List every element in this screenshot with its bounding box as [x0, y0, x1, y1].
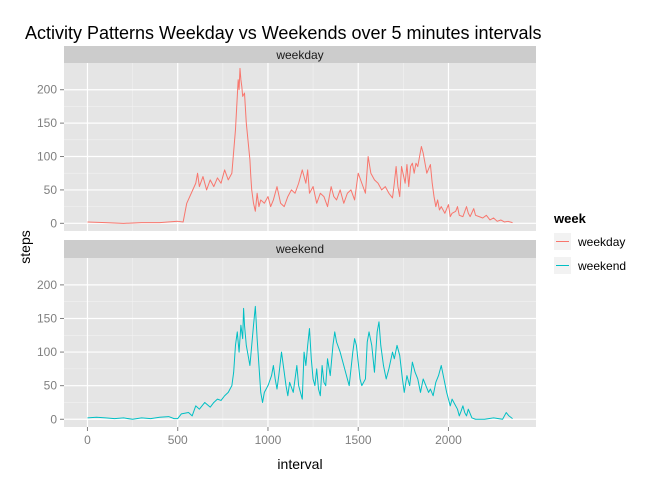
y-axis-title: steps: [17, 230, 33, 263]
grid-lines: [64, 258, 536, 427]
y-tick-label: 0: [50, 412, 57, 426]
legend-item-weekday: weekday: [554, 233, 625, 250]
y-axis-ticks: 0 50 100 150 200: [37, 278, 64, 426]
x-tick-label: 1000: [255, 433, 282, 447]
x-tick-label: 2000: [435, 433, 462, 447]
legend-label-weekday: weekday: [577, 235, 625, 249]
y-tick-label: 150: [37, 311, 57, 325]
y-tick-label: 100: [37, 150, 57, 164]
series-line-weekday: [87, 67, 513, 224]
y-tick-label: 50: [44, 379, 58, 393]
y-tick-label: 50: [44, 183, 58, 197]
x-tick-label: 500: [168, 433, 188, 447]
strip-background: [64, 46, 536, 63]
series-line-weekend: [87, 305, 513, 420]
panel-weekday: weekday 0 50 100 150 200: [37, 46, 536, 231]
chart-title: Activity Patterns Weekday vs Weekends ov…: [25, 23, 542, 43]
strip-background: [64, 240, 536, 258]
legend: week weekday weekend: [553, 211, 626, 274]
strip-label-weekday: weekday: [275, 48, 323, 62]
grid-lines: [64, 63, 536, 231]
y-tick-label: 150: [37, 116, 57, 130]
y-tick-label: 200: [37, 83, 57, 97]
panel-background: [64, 258, 536, 427]
x-axis-title: interval: [277, 456, 322, 472]
x-tick-label: 0: [84, 433, 91, 447]
x-axis-ticks: 0 500 1000 1500 2000: [84, 427, 462, 447]
y-tick-label: 200: [37, 278, 57, 292]
legend-item-weekend: weekend: [554, 257, 626, 274]
y-tick-label: 100: [37, 345, 57, 359]
series-weekend: [87, 305, 513, 420]
legend-label-weekend: weekend: [577, 259, 626, 273]
series-weekday: [87, 67, 513, 224]
strip-label-weekend: weekend: [275, 242, 324, 256]
y-tick-label: 0: [50, 216, 57, 230]
y-axis-ticks: 0 50 100 150 200: [37, 83, 64, 230]
panel-weekend: weekend 0 50 100 150 200: [37, 240, 536, 427]
x-tick-label: 1500: [345, 433, 372, 447]
legend-title: week: [553, 211, 587, 226]
panel-background: [64, 63, 536, 231]
